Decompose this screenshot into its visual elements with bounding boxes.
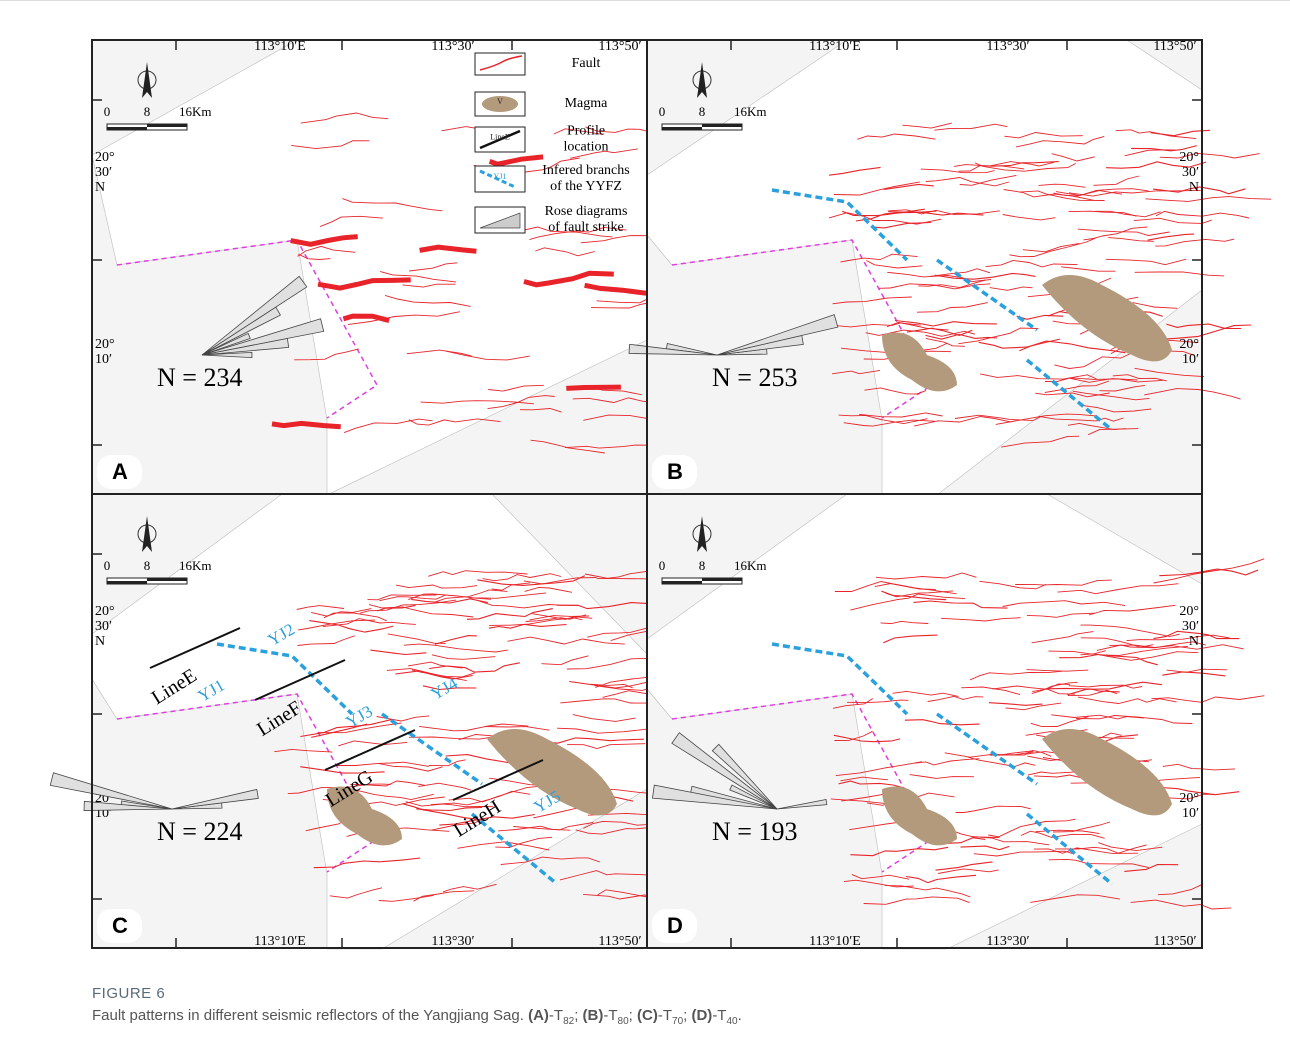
latitude-label: N xyxy=(95,634,105,649)
legend-icon-text: V xyxy=(497,97,503,106)
scale-bar xyxy=(147,578,187,581)
fault xyxy=(272,423,341,426)
legend-icon-text: LineE xyxy=(490,132,510,141)
scale-label: 0 xyxy=(659,558,666,573)
caption-sub: 80 xyxy=(618,1016,629,1027)
caption-sub: 40 xyxy=(726,1016,737,1027)
longitude-label: 113°10′E xyxy=(254,934,306,949)
longitude-label: 113°50′ xyxy=(598,39,641,54)
scale-bar xyxy=(662,127,702,130)
count-label: N = 253 xyxy=(712,363,797,392)
scale-label: 16Km xyxy=(179,558,212,573)
latitude-label: N xyxy=(1189,634,1199,649)
caption-end: ; xyxy=(574,1007,578,1024)
caption-label: (B) xyxy=(583,1007,604,1024)
legend-label: Magma xyxy=(565,96,609,111)
latitude-label: 20° xyxy=(95,150,115,165)
longitude-label: 113°10′E xyxy=(254,39,306,54)
scale-bar xyxy=(662,581,702,584)
panel-letter: A xyxy=(112,459,128,484)
caption-sep: -T xyxy=(658,1007,672,1024)
panel-letter: D xyxy=(667,913,683,938)
scale-label: 0 xyxy=(659,104,666,119)
caption-end: ; xyxy=(629,1007,633,1024)
count-label: N = 234 xyxy=(157,363,242,392)
latitude-label: 10′ xyxy=(1182,806,1199,821)
scale-bar xyxy=(702,124,742,127)
count-label: N = 224 xyxy=(157,817,242,846)
scale-label: 8 xyxy=(699,558,706,573)
legend-label: of fault strike xyxy=(548,220,623,235)
latitude-label: 30′ xyxy=(95,619,112,634)
legend-label: Infered branchs xyxy=(542,163,629,178)
longitude-label: 113°30′ xyxy=(431,39,474,54)
caption-body: Fault patterns in different seismic refl… xyxy=(92,1007,524,1024)
legend-label: Profile xyxy=(567,124,605,139)
page: Figure 6 { "figure": { "lon_labels": ["1… xyxy=(0,0,1290,1044)
caption-label: (C) xyxy=(637,1007,658,1024)
caption-title: FIGURE 6 xyxy=(92,985,165,1002)
scale-bar xyxy=(147,124,187,127)
caption-text: Fault patterns in different seismic refl… xyxy=(92,1007,742,1027)
panel-letter: B xyxy=(667,459,683,484)
longitude-label: 113°10′E xyxy=(809,39,861,54)
caption-sub: 70 xyxy=(672,1016,683,1027)
panel-letter: C xyxy=(112,913,128,938)
longitude-label: 113°10′E xyxy=(809,934,861,949)
scale-label: 0 xyxy=(104,558,111,573)
legend-label: location xyxy=(563,140,608,155)
scale-label: 16Km xyxy=(734,558,767,573)
latitude-label: 20° xyxy=(1179,150,1199,165)
latitude-label: 30′ xyxy=(1182,619,1199,634)
count-label: N = 193 xyxy=(712,817,797,846)
latitude-label: 30′ xyxy=(95,165,112,180)
page-body: 113°10′E113°30′113°50′20°30′N20°10′0816K… xyxy=(0,0,1290,1044)
caption-end: . xyxy=(738,1007,742,1024)
caption-sep: -T xyxy=(603,1007,617,1024)
legend-label: Rose diagrams xyxy=(545,204,628,219)
latitude-label: 20° xyxy=(95,337,115,352)
caption-sep: -T xyxy=(712,1007,726,1024)
latitude-label: 10′ xyxy=(95,352,112,367)
scale-label: 8 xyxy=(144,104,151,119)
longitude-label: 113°30′ xyxy=(986,934,1029,949)
caption-sub: 82 xyxy=(563,1016,574,1027)
latitude-label: 20° xyxy=(95,604,115,619)
caption-label: (D) xyxy=(691,1007,712,1024)
latitude-label: N xyxy=(95,180,105,195)
scale-bar xyxy=(107,581,147,584)
scale-label: 8 xyxy=(699,104,706,119)
caption-end: ; xyxy=(683,1007,687,1024)
longitude-label: 113°50′ xyxy=(598,934,641,949)
scale-bar xyxy=(702,578,742,581)
latitude-label: 20° xyxy=(1179,337,1199,352)
scale-label: 16Km xyxy=(179,104,212,119)
panel: 113°10′E113°30′113°50′20°30′N20°10′0816K… xyxy=(50,494,701,949)
longitude-label: 113°30′ xyxy=(431,934,474,949)
latitude-label: 20° xyxy=(1179,791,1199,806)
caption-label: (A) xyxy=(528,1007,549,1024)
legend-label: of the YYFZ xyxy=(550,179,622,194)
fault xyxy=(566,387,621,388)
longitude-label: 113°30′ xyxy=(986,39,1029,54)
legend-label: Fault xyxy=(572,56,601,71)
latitude-label: 20° xyxy=(1179,604,1199,619)
latitude-label: 30′ xyxy=(1182,165,1199,180)
scale-label: 0 xyxy=(104,104,111,119)
latitude-label: 10′ xyxy=(1182,352,1199,367)
scale-bar xyxy=(107,127,147,130)
caption-sep: -T xyxy=(549,1007,563,1024)
scale-label: 16Km xyxy=(734,104,767,119)
figure: 113°10′E113°30′113°50′20°30′N20°10′0816K… xyxy=(0,0,1290,970)
legend-icon-text: YJ1 xyxy=(494,172,507,181)
longitude-label: 113°50′ xyxy=(1153,39,1196,54)
caption-items: (A)-T82; (B)-T80; (C)-T70; (D)-T40. xyxy=(528,1007,742,1024)
latitude-label: N xyxy=(1189,180,1199,195)
panel: 113°10′E113°30′113°50′20°30′N20°10′0816K… xyxy=(629,39,1271,495)
scale-label: 8 xyxy=(144,558,151,573)
longitude-label: 113°50′ xyxy=(1153,934,1196,949)
